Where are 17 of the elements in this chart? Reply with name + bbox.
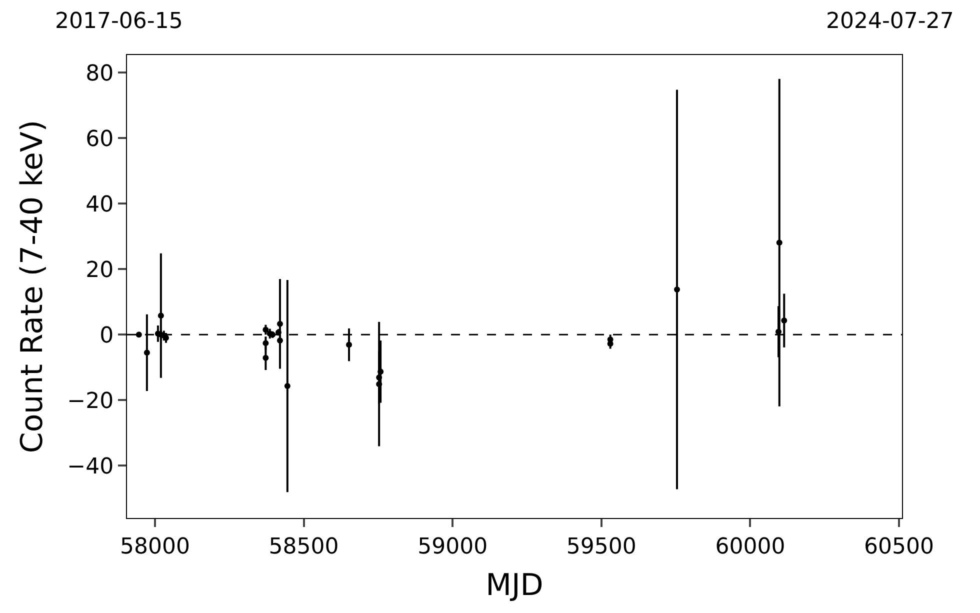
x-tick-label: 58000 <box>120 534 190 560</box>
y-tick-label: 80 <box>86 61 114 86</box>
y-axis-title: Count Rate (7-40 keV) <box>15 120 50 454</box>
y-tick-label: 60 <box>86 126 114 152</box>
y-tick-label: −40 <box>67 454 114 480</box>
y-tick-label: 0 <box>100 323 114 348</box>
x-tick-label: 59500 <box>566 534 636 560</box>
y-tick-label: −20 <box>67 388 114 414</box>
text: 2024-07-27 <box>826 9 954 34</box>
y-tick-label: 40 <box>86 192 114 218</box>
x-tick-label: 60500 <box>864 534 934 560</box>
text: 2017-06-15 <box>55 9 183 34</box>
x-axis-title: MJD <box>486 568 544 603</box>
x-tick-label: 60000 <box>715 534 786 560</box>
x-tick-label: 59000 <box>418 534 488 560</box>
y-tick-label: 20 <box>86 258 114 283</box>
x-tick-label: 58500 <box>268 534 339 560</box>
